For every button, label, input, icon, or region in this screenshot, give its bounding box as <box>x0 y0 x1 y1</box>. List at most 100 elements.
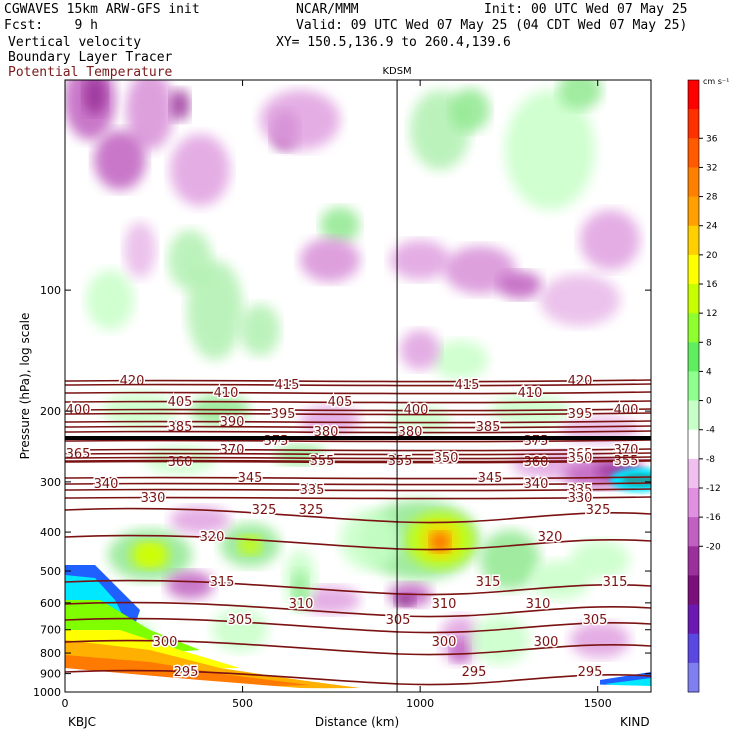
velocity-shade <box>168 230 212 290</box>
velocity-shade <box>94 130 146 190</box>
theta-label: 310 <box>526 597 551 612</box>
y-tick-label: 200 <box>40 405 61 418</box>
x-tick-label: 1000 <box>406 697 434 710</box>
theta-contour <box>65 496 651 500</box>
velocity-shade <box>124 222 156 278</box>
theta-contour <box>65 669 651 686</box>
theta-label: 320 <box>538 530 563 545</box>
theta-contour <box>65 408 651 412</box>
theta-label: 300 <box>432 635 457 650</box>
theta-label: 295 <box>578 665 603 680</box>
colorbar-label: 4 <box>706 367 712 377</box>
colorbar-swatch <box>688 517 699 547</box>
velocity-shade <box>170 506 230 534</box>
theta-contour <box>65 639 651 656</box>
theta-contour <box>65 430 651 434</box>
y-tick-label: 500 <box>40 565 61 578</box>
theta-label: 385 <box>168 420 193 435</box>
theta-contour <box>65 459 651 463</box>
theta-contour <box>65 420 651 424</box>
theta-label: 415 <box>275 378 300 393</box>
y-tick-label: 600 <box>40 597 61 610</box>
velocity-shade <box>432 340 488 380</box>
model-title: CGWAVES 15km ARW-GFS init <box>4 2 200 17</box>
theta-label: 420 <box>120 374 145 389</box>
velocity-shade <box>622 474 651 486</box>
theta-contour <box>65 400 651 404</box>
forecast-hour: Fcst: 9 h <box>4 18 98 33</box>
velocity-shade <box>450 88 490 132</box>
x-tick-label: 1500 <box>584 697 612 710</box>
velocity-shade <box>395 594 415 606</box>
theta-label: 335 <box>568 483 593 498</box>
x-tick-label: 500 <box>232 697 253 710</box>
theta-label: 305 <box>228 613 253 628</box>
colorbar-swatch <box>688 546 699 576</box>
theta-label: 340 <box>524 477 549 492</box>
colorbar-label: 32 <box>706 163 717 173</box>
velocity-shade <box>570 622 630 658</box>
theta-label: 350 <box>434 451 459 466</box>
theta-contour <box>65 383 651 387</box>
theta-label: 325 <box>252 503 277 518</box>
y-tick-label: 700 <box>40 624 61 637</box>
velocity-shade <box>570 540 630 580</box>
theta-label: 315 <box>210 575 235 590</box>
theta-label: 330 <box>141 491 166 506</box>
velocity-shade <box>130 541 170 569</box>
velocity-shade <box>505 90 595 210</box>
field-vertical-velocity: Vertical velocity <box>8 35 142 50</box>
colorbar-label: 16 <box>706 280 718 290</box>
theta-label: 390 <box>220 415 245 430</box>
theta-label: 310 <box>432 597 457 612</box>
velocity-shade <box>126 80 174 150</box>
colorbar-label: 36 <box>706 134 718 144</box>
theta-contour <box>65 579 651 596</box>
velocity-shade <box>292 570 308 610</box>
velocity-shade <box>540 274 620 326</box>
theta-contour <box>65 425 651 429</box>
theta-label: 395 <box>568 407 593 422</box>
theta-label: 355 <box>310 454 335 469</box>
velocity-shade <box>340 510 400 570</box>
theta-label: 410 <box>518 386 543 401</box>
colorbar-label: 0 <box>706 397 712 407</box>
colorbar-label: -20 <box>706 542 721 552</box>
theta-label: 410 <box>214 386 239 401</box>
theta-label: 325 <box>299 503 324 518</box>
y-tick-label: 1000 <box>33 686 61 699</box>
theta-contour <box>65 391 651 395</box>
colorbar-swatch <box>688 284 699 314</box>
init-time: Init: 00 UTC Wed 07 May 25 <box>484 2 688 17</box>
colorbar-swatch <box>688 429 699 460</box>
y-tick-label: 400 <box>40 526 61 539</box>
colorbar-swatch <box>688 254 699 285</box>
colorbar-label: 20 <box>706 251 718 261</box>
kdsm-marker-label: KDSM <box>382 66 411 77</box>
theta-label: 405 <box>328 395 353 410</box>
organization: NCAR/MMM <box>296 2 359 17</box>
y-tick-label: 100 <box>40 284 61 297</box>
y-axis-label: Pressure (hPa), log scale <box>18 313 32 460</box>
theta-label: 295 <box>174 665 199 680</box>
velocity-shade <box>498 271 542 299</box>
colorbar-swatch <box>688 196 699 227</box>
theta-label: 370 <box>614 443 639 458</box>
velocity-shade <box>430 532 450 552</box>
theta-contour <box>65 448 651 452</box>
colorbar-label: -12 <box>706 484 721 494</box>
theta-label: 320 <box>200 530 225 545</box>
colorbar-swatch <box>688 225 699 256</box>
velocity-shade <box>300 238 360 282</box>
colorbar-frame <box>687 79 700 693</box>
field-potential-temperature: Potential Temperature <box>8 65 173 80</box>
velocity-shade <box>400 330 440 370</box>
theta-label: 370 <box>220 443 245 458</box>
theta-contour <box>65 412 651 416</box>
velocity-shade <box>580 210 640 270</box>
theta-contour <box>65 488 651 492</box>
velocity-shade <box>170 89 190 121</box>
velocity-shade <box>300 586 360 614</box>
colorbar-swatch <box>688 80 699 110</box>
